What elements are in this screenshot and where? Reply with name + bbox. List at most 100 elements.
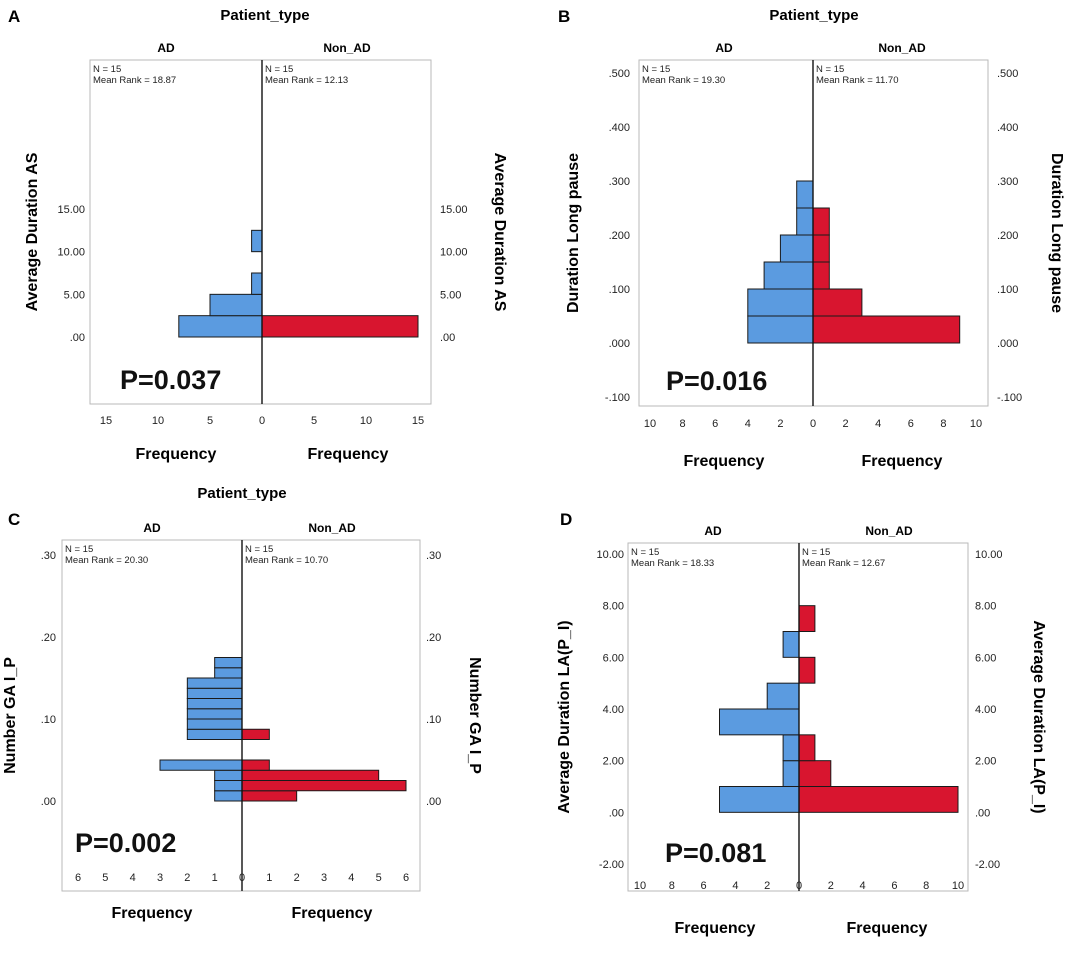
- x-tick-label-left: 6: [712, 418, 718, 430]
- y-tick-label-left: .100: [609, 284, 630, 296]
- y-tick-label-left: 10.00: [57, 247, 85, 259]
- bar-ad: [214, 790, 243, 802]
- bar-ad: [214, 657, 243, 669]
- y-tick-label-right: 8.00: [975, 601, 996, 613]
- y-tick-label-left: .300: [609, 176, 630, 188]
- x-axis-label-left: Frequency: [136, 446, 217, 463]
- bar-ad: [782, 760, 800, 788]
- bar-ad: [779, 234, 814, 263]
- x-tick-label-right: 8: [940, 418, 946, 430]
- x-tick-label-right: 4: [860, 880, 866, 892]
- x-axis-label-right: Frequency: [292, 905, 373, 922]
- y-tick-label-left: .400: [609, 122, 630, 134]
- x-tick-label-right: 15: [412, 415, 424, 427]
- x-tick-label-right: 5: [311, 415, 317, 427]
- bar-ad: [766, 682, 800, 710]
- y-tick-label-left: .30: [41, 550, 56, 562]
- y-tick-label-right: .500: [997, 68, 1018, 80]
- bar-ad: [209, 293, 263, 317]
- y-tick-label-left: .20: [41, 632, 56, 644]
- x-tick-label-right: 10: [952, 880, 964, 892]
- stat-non-ad-mean-rank: Mean Rank = 10.70: [245, 555, 328, 566]
- stat-non-ad-mean-rank: Mean Rank = 11.70: [816, 75, 898, 86]
- x-tick-label-left: 3: [157, 872, 163, 884]
- bar-non-ad: [798, 760, 832, 788]
- bar-ad: [178, 315, 263, 338]
- x-tick-label-zero: 0: [259, 415, 265, 427]
- y-tick-label-right: 10.00: [440, 247, 468, 259]
- y-tick-label-left: .00: [609, 807, 624, 819]
- x-tick-label-right: 8: [923, 880, 929, 892]
- stat-ad-n: N = 15: [642, 64, 670, 75]
- x-tick-label-zero: 0: [810, 418, 816, 430]
- bar-ad: [747, 315, 814, 344]
- y-tick-label-left: -.100: [605, 392, 630, 404]
- chart-title: Patient_type: [197, 485, 286, 502]
- y-axis-label-right: Average Duration AS: [491, 153, 508, 312]
- bar-ad: [763, 261, 814, 290]
- y-tick-label-left: 2.00: [603, 756, 624, 768]
- x-tick-label-left: 15: [100, 415, 112, 427]
- bar-non-ad: [812, 234, 830, 263]
- y-tick-label-right: 2.00: [975, 756, 996, 768]
- bar-non-ad: [241, 759, 270, 771]
- y-axis-label-right: Number GA I_P: [466, 657, 483, 774]
- stat-ad-n: N = 15: [631, 547, 659, 558]
- x-tick-label-left: 4: [732, 880, 738, 892]
- x-tick-label-left: 6: [75, 872, 81, 884]
- x-tick-label-left: 10: [152, 415, 164, 427]
- y-axis-label-left: Average Duration LA(P_I): [556, 620, 573, 813]
- x-tick-label-right: 4: [875, 418, 881, 430]
- plot-frame: [627, 542, 969, 892]
- bar-non-ad: [241, 780, 407, 792]
- x-axis-label-right: Frequency: [862, 453, 943, 470]
- chart-title: Patient_type: [769, 7, 858, 24]
- group-label-ad: AD: [157, 41, 175, 55]
- x-tick-label-left: 1: [212, 872, 218, 884]
- group-label-ad: AD: [143, 521, 161, 535]
- stat-ad-n: N = 15: [65, 544, 93, 555]
- p-value-label: P=0.081: [665, 838, 766, 868]
- x-tick-label-right: 10: [970, 418, 982, 430]
- y-tick-label-left: 8.00: [603, 601, 624, 613]
- y-tick-label-right: .00: [975, 807, 990, 819]
- x-tick-label-left: 8: [680, 418, 686, 430]
- y-tick-label-left: 4.00: [603, 704, 624, 716]
- x-tick-label-left: 5: [207, 415, 213, 427]
- x-tick-label-left: 4: [745, 418, 751, 430]
- plot-frame: [61, 539, 421, 892]
- x-tick-label-right: 3: [321, 872, 327, 884]
- bar-non-ad: [241, 769, 380, 781]
- stat-ad-n: N = 15: [93, 64, 121, 75]
- x-tick-label-right: 10: [360, 415, 372, 427]
- y-axis-label-right: Duration Long pause: [1048, 153, 1065, 313]
- y-tick-label-right: .400: [997, 122, 1018, 134]
- stat-ad-mean-rank: Mean Rank = 19.30: [642, 75, 725, 86]
- bar-ad: [782, 734, 800, 762]
- stat-ad-mean-rank: Mean Rank = 18.33: [631, 558, 714, 569]
- bar-ad: [251, 272, 263, 295]
- x-tick-label-right: 1: [266, 872, 272, 884]
- y-tick-label-right: .300: [997, 176, 1018, 188]
- x-tick-label-zero: 0: [239, 872, 245, 884]
- group-label-ad: AD: [715, 41, 733, 55]
- bar-non-ad: [812, 288, 863, 317]
- bar-non-ad: [812, 315, 961, 344]
- bar-non-ad: [261, 315, 419, 338]
- group-label-non-ad: Non_AD: [878, 41, 926, 55]
- panel-letter-b: B: [558, 7, 570, 26]
- bar-ad: [719, 708, 800, 736]
- bar-ad: [159, 759, 243, 771]
- y-tick-label-right: .000: [997, 338, 1018, 350]
- x-axis-label-left: Frequency: [675, 920, 756, 937]
- x-axis-label-left: Frequency: [684, 453, 765, 470]
- panel-letter-a: A: [8, 7, 20, 26]
- chart-title: Patient_type: [220, 7, 309, 24]
- y-tick-label-right: .200: [997, 230, 1018, 242]
- y-tick-label-left: 10.00: [596, 549, 624, 561]
- p-value-label: P=0.016: [666, 366, 767, 396]
